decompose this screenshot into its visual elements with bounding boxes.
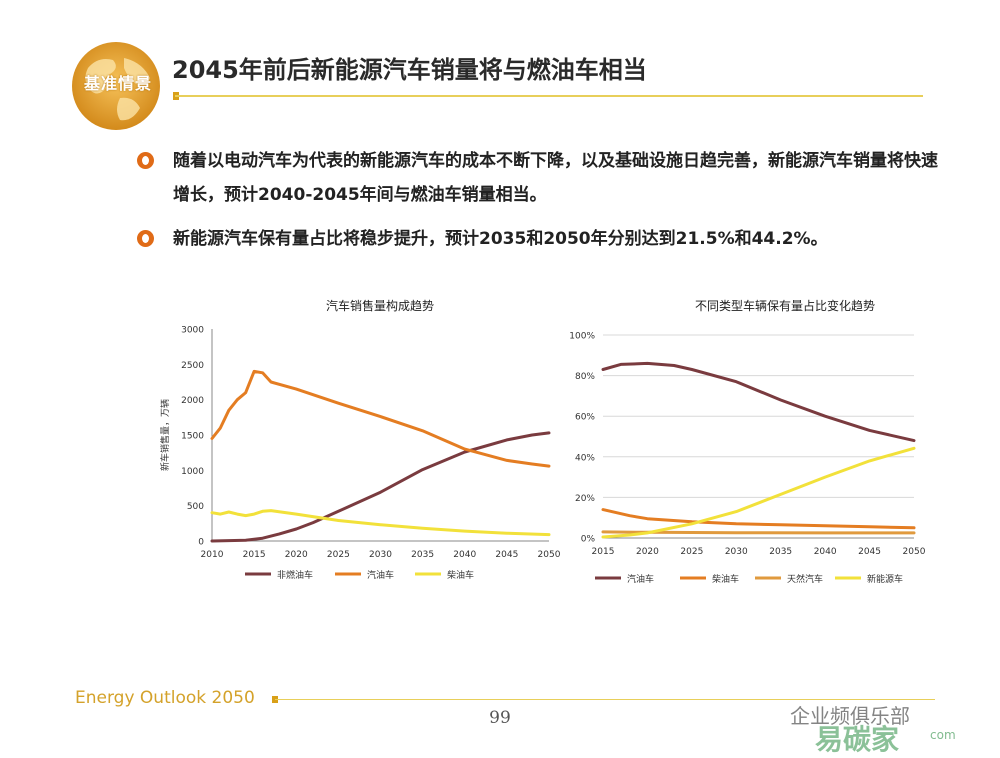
title-divider <box>175 95 923 97</box>
y-tick-label: 80% <box>575 372 595 382</box>
series-line-0 <box>210 431 551 543</box>
x-tick-label: 2030 <box>725 547 748 557</box>
series-line-2 <box>601 530 916 535</box>
x-tick-label: 2050 <box>903 547 926 557</box>
legend-label: 汽油车 <box>627 573 654 585</box>
y-axis-label: 新车销售量，万辆 <box>159 399 171 471</box>
bullet-icon <box>137 230 154 247</box>
y-tick-label: 60% <box>575 413 595 423</box>
x-tick-label: 2035 <box>769 547 792 557</box>
chart-title: 汽车销售量构成趋势 <box>326 298 434 313</box>
y-tick-label: 1500 <box>181 432 204 442</box>
x-tick-label: 2020 <box>636 547 659 557</box>
series-line-0 <box>601 361 916 443</box>
footer-divider <box>275 699 935 700</box>
bullet-item: 新能源汽车保有量占比将稳步提升，预计2035和2050年分别达到21.5%和44… <box>137 222 935 258</box>
series-line-2 <box>210 509 551 537</box>
watermark-logo-text: 易碳家 <box>815 723 900 756</box>
x-tick-label: 2025 <box>327 550 350 560</box>
x-tick-label: 2020 <box>285 550 308 560</box>
series-line-3 <box>601 446 916 539</box>
series-line-1 <box>210 369 551 468</box>
y-tick-label: 500 <box>187 502 204 512</box>
y-tick-label: 0% <box>581 535 596 545</box>
x-tick-label: 2045 <box>858 547 881 557</box>
x-tick-label: 2015 <box>243 550 266 560</box>
y-tick-label: 100% <box>569 332 595 342</box>
legend-label: 非燃油车 <box>277 569 313 581</box>
charts-area: 汽车销售量构成趋势 0 500 1000 1500 2000 2500 3000 2010 201… <box>159 298 926 585</box>
legend-label: 汽油车 <box>367 569 394 581</box>
x-tick-label: 2040 <box>814 547 837 557</box>
x-tick-label: 2050 <box>538 550 561 560</box>
y-tick-label: 0 <box>198 538 204 548</box>
series-line-1 <box>601 508 916 530</box>
y-tick-label: 3000 <box>181 326 204 336</box>
watermark-text: 企业频俱乐部 <box>790 704 910 728</box>
legend-label: 新能源车 <box>867 573 903 585</box>
x-tick-label: 2010 <box>201 550 224 560</box>
chart-title: 不同类型车辆保有量占比变化趋势 <box>695 298 875 313</box>
bullet-text: 新能源汽车保有量占比将稳步提升，预计2035和2050年分别达到21.5%和44… <box>173 229 828 249</box>
globe-logo-icon <box>72 42 160 130</box>
y-tick-label: 40% <box>575 453 595 463</box>
bullet-item: 随着以电动汽车为代表的新能源汽车的成本不断下降，以及基础设施日趋完善，新能源汽车… <box>137 144 938 214</box>
bullet-icon <box>137 152 154 169</box>
badge-label: 基准情景 <box>83 74 152 93</box>
legend-label: 柴油车 <box>712 573 739 585</box>
x-tick-label: 2030 <box>369 550 392 560</box>
legend-label: 天然汽车 <box>787 573 823 585</box>
x-tick-label: 2040 <box>453 550 476 560</box>
slide-title: 2045年前后新能源汽车销量将与燃油车相当 <box>172 56 647 84</box>
x-tick-label: 2045 <box>495 550 518 560</box>
x-tick-label: 2025 <box>680 547 703 557</box>
footer-brand: Energy Outlook 2050 <box>75 688 255 708</box>
y-tick-label: 20% <box>575 494 595 504</box>
x-tick-label: 2035 <box>411 550 434 560</box>
x-tick-label: 2015 <box>592 547 615 557</box>
page-number: 99 <box>489 708 511 728</box>
y-tick-label: 2000 <box>181 396 204 406</box>
bullet-text: 随着以电动汽车为代表的新能源汽车的成本不断下降，以及基础设施日趋完善，新能源汽车… <box>173 151 938 205</box>
y-tick-label: 2500 <box>181 361 204 371</box>
y-tick-label: 1000 <box>181 467 204 477</box>
watermark-domain: com <box>930 728 956 742</box>
legend-label: 柴油车 <box>447 569 474 581</box>
